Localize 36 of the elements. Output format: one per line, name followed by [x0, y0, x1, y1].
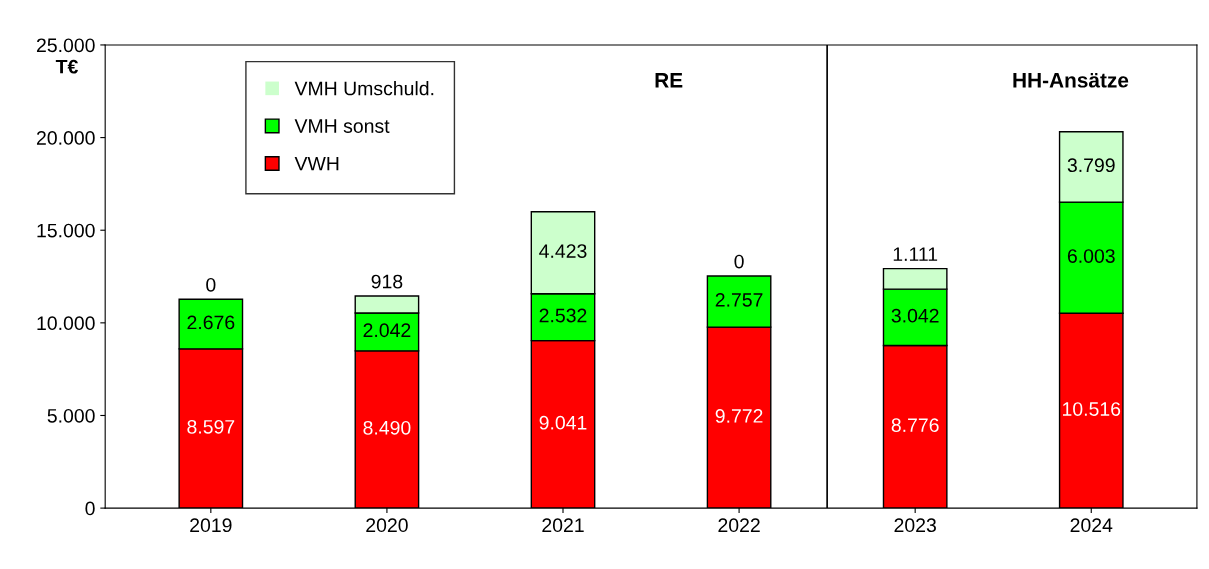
- data-label: 1.111: [893, 247, 938, 261]
- x-tick-label: 2024: [1070, 518, 1113, 533]
- annotation: RE: [655, 73, 683, 88]
- y-tick-label: 25.000: [36, 38, 95, 53]
- data-label: 2.042: [363, 323, 411, 338]
- data-label: 2.757: [715, 292, 763, 307]
- x-tick-label: 2021: [542, 518, 584, 533]
- data-label: 9.041: [539, 415, 587, 430]
- data-label: 0: [206, 277, 216, 292]
- x-tick-label: 2019: [190, 518, 232, 533]
- y-tick-label: 0: [85, 501, 95, 516]
- data-label: 10.516: [1063, 402, 1121, 416]
- data-label: 8.776: [891, 418, 939, 433]
- data-label: 6.003: [1067, 249, 1115, 263]
- data-label: 2.676: [187, 315, 235, 330]
- data-label: 3.042: [891, 308, 939, 323]
- data-label: 0: [734, 254, 744, 269]
- x-tick-label: 2023: [894, 518, 936, 533]
- data-label: 2.532: [539, 308, 587, 323]
- data-label: 3.799: [1067, 158, 1115, 173]
- x-tick-label: 2020: [366, 518, 408, 533]
- annotation: HH-Ansätze: [1013, 72, 1129, 88]
- data-label: 918: [371, 274, 403, 289]
- data-label: 9.772: [715, 409, 763, 423]
- data-label: 8.490: [363, 420, 411, 435]
- y-axis-title: T€: [55, 59, 78, 74]
- y-tick-label: 15.000: [37, 223, 95, 238]
- data-label: 4.423: [539, 244, 587, 258]
- legend-label: VMH sonst: [294, 119, 390, 133]
- y-tick-label: 5.000: [47, 408, 95, 423]
- y-tick-label: 10.000: [37, 316, 95, 331]
- legend-label: VMH Umschuld.: [294, 81, 434, 96]
- legend-label: VWH: [294, 156, 339, 171]
- x-tick-label: 2022: [718, 518, 760, 533]
- y-tick-label: 20.000: [36, 131, 95, 145]
- data-label: 8.597: [187, 419, 235, 434]
